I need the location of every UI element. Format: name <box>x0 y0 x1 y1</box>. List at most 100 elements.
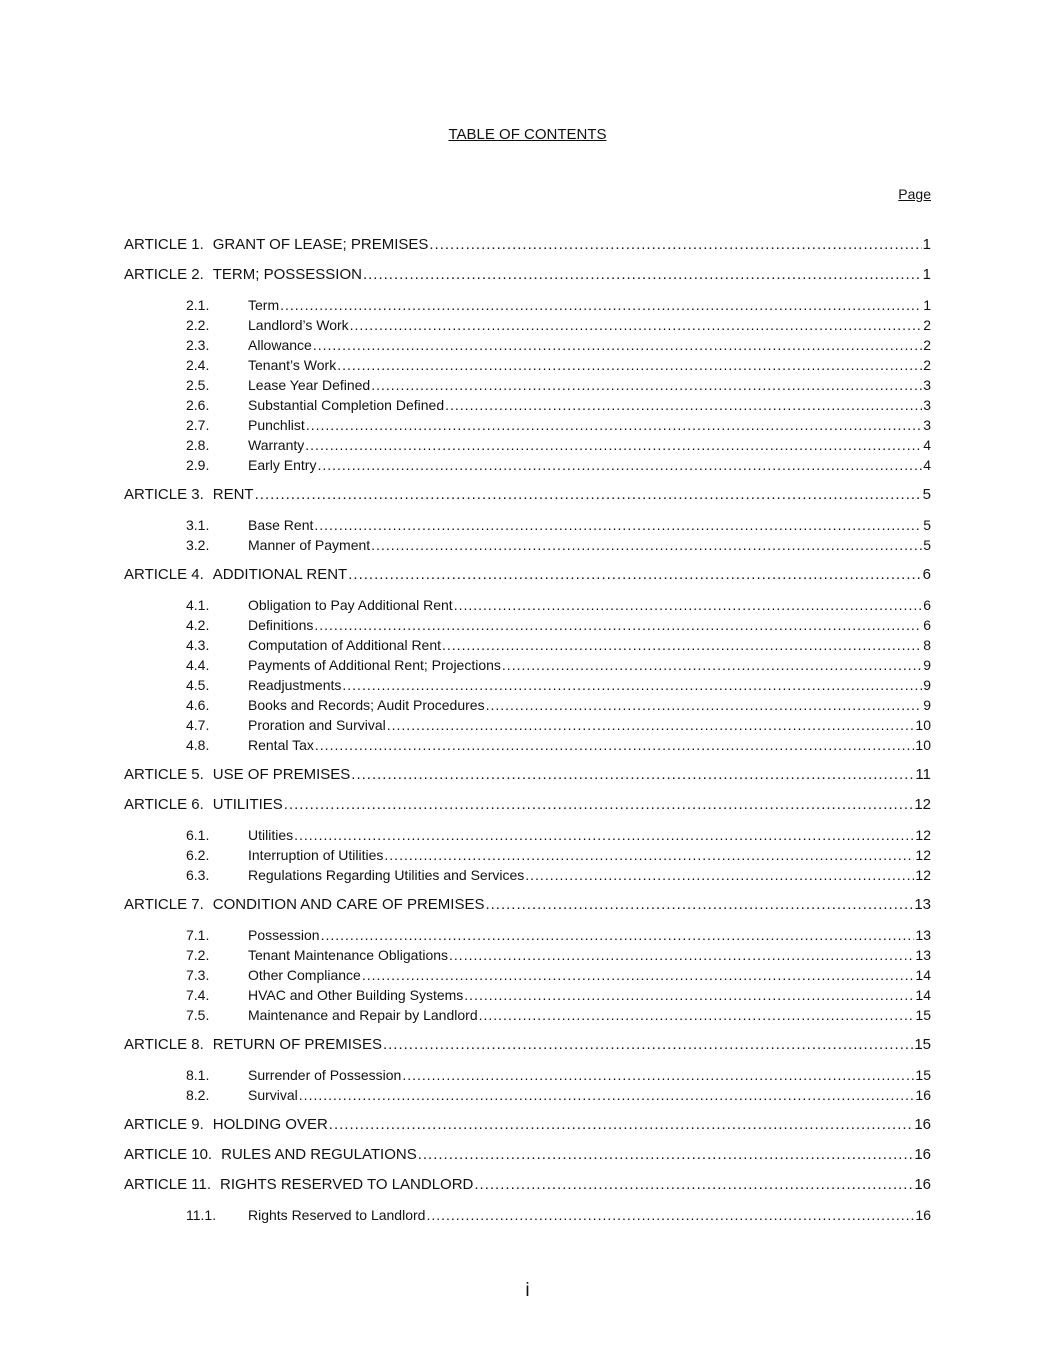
entry-page: 9 <box>923 657 931 673</box>
entry-number: 6.1. <box>186 827 210 843</box>
toc-article-entry[interactable]: ARTICLE 6. UTILITIES 12 <box>124 795 931 815</box>
toc-section-entry[interactable]: 3.2. Manner of Payment 5 <box>124 535 931 555</box>
entry-number: 2.3. <box>186 337 210 353</box>
entry-page: 16 <box>914 1176 931 1193</box>
page-column-header: Page <box>898 186 931 202</box>
entry-number: 2.2. <box>186 317 210 333</box>
toc-section-entry[interactable]: 2.3. Allowance 2 <box>124 335 931 355</box>
entry-number: 7.5. <box>186 1007 210 1023</box>
toc-article-entry[interactable]: ARTICLE 7. CONDITION AND CARE OF PREMISES… <box>124 895 931 915</box>
entry-title: HOLDING OVER <box>212 1116 328 1133</box>
entry-number: 4.7. <box>186 717 210 733</box>
entry-number: ARTICLE 10. <box>124 1146 213 1163</box>
toc-section-entry[interactable]: 3.1. Base Rent 5 <box>124 515 931 535</box>
entry-title: Regulations Regarding Utilities and Serv… <box>248 867 525 883</box>
entry-title: Interruption of Utilities <box>248 847 384 863</box>
entry-number: ARTICLE 4. <box>124 566 204 583</box>
entry-page: 10 <box>915 737 931 753</box>
entry-title: Substantial Completion Defined <box>248 397 445 413</box>
dot-leader <box>502 655 922 675</box>
dot-leader <box>314 615 922 635</box>
entry-page: 12 <box>915 847 931 863</box>
entry-title: Lease Year Defined <box>248 377 371 393</box>
toc-section-entry[interactable]: 2.6. Substantial Completion Defined 3 <box>124 395 931 415</box>
toc-article-entry[interactable]: ARTICLE 2. TERM; POSSESSION 1 <box>124 265 931 285</box>
toc-article-entry[interactable]: ARTICLE 4. ADDITIONAL RENT 6 <box>124 565 931 585</box>
entry-page: 16 <box>915 1207 931 1223</box>
toc-section-entry[interactable]: 2.8. Warranty 4 <box>124 435 931 455</box>
dot-leader <box>350 315 923 335</box>
entry-page: 1 <box>923 297 931 313</box>
entry-number: ARTICLE 6. <box>124 796 204 813</box>
entry-number: 7.3. <box>186 967 210 983</box>
toc-section-entry[interactable]: 2.7. Punchlist 3 <box>124 415 931 435</box>
toc-section-entry[interactable]: 4.1. Obligation to Pay Additional Rent 6 <box>124 595 931 615</box>
toc-section-entry[interactable]: 11.1. Rights Reserved to Landlord 16 <box>124 1205 931 1225</box>
entry-title: Proration and Survival <box>248 717 386 733</box>
toc-article-entry[interactable]: ARTICLE 11. RIGHTS RESERVED TO LANDLORD 16 <box>124 1175 931 1195</box>
toc-article-entry[interactable]: ARTICLE 8. RETURN OF PREMISES 15 <box>124 1035 931 1055</box>
dot-leader <box>384 845 914 865</box>
toc-section-entry[interactable]: 2.4. Tenant’s Work 2 <box>124 355 931 375</box>
dot-leader <box>525 865 914 885</box>
toc-article-entry[interactable]: ARTICLE 5. USE OF PREMISES 11 <box>124 765 931 785</box>
entry-title: Early Entry <box>248 457 317 473</box>
entry-title: CONDITION AND CARE OF PREMISES <box>212 896 485 913</box>
entry-title: RENT <box>212 486 254 503</box>
entry-page: 4 <box>923 457 931 473</box>
entry-number: 2.5. <box>186 377 210 393</box>
toc-section-entry[interactable]: 4.7. Proration and Survival 10 <box>124 715 931 735</box>
toc-section-entry[interactable]: 6.2. Interruption of Utilities 12 <box>124 845 931 865</box>
toc-section-entry[interactable]: 4.3. Computation of Additional Rent 8 <box>124 635 931 655</box>
toc-article-entry[interactable]: ARTICLE 10. RULES AND REGULATIONS 16 <box>124 1145 931 1165</box>
toc-section-entry[interactable]: 6.1. Utilities 12 <box>124 825 931 845</box>
toc-section-entry[interactable]: 4.2. Definitions 6 <box>124 615 931 635</box>
dot-leader <box>299 1085 915 1105</box>
entry-page: 6 <box>923 597 931 613</box>
toc-section-entry[interactable]: 2.9. Early Entry 4 <box>124 455 931 475</box>
entry-number: ARTICLE 9. <box>124 1116 204 1133</box>
entry-number: 2.4. <box>186 357 210 373</box>
entry-title: Other Compliance <box>248 967 361 983</box>
entry-number: 4.5. <box>186 677 210 693</box>
dot-leader <box>363 265 922 285</box>
entry-title: Possession <box>248 927 320 943</box>
entry-number: 8.2. <box>186 1087 210 1103</box>
entry-number: 11.1. <box>186 1207 217 1223</box>
entry-title: Books and Records; Audit Procedures <box>248 697 485 713</box>
toc-section-entry[interactable]: 6.3. Regulations Regarding Utilities and … <box>124 865 931 885</box>
toc-article-entry[interactable]: ARTICLE 1. GRANT OF LEASE; PREMISES 1 <box>124 235 931 255</box>
toc-section-entry[interactable]: 8.2. Survival 16 <box>124 1085 931 1105</box>
dot-leader <box>479 1005 915 1025</box>
toc-section-entry[interactable]: 7.5. Maintenance and Repair by Landlord 15 <box>124 1005 931 1025</box>
dot-leader <box>280 295 922 315</box>
entry-title: RIGHTS RESERVED TO LANDLORD <box>219 1176 474 1193</box>
toc-section-entry[interactable]: 4.6. Books and Records; Audit Procedures 9 <box>124 695 931 715</box>
dot-leader <box>362 965 915 985</box>
toc-section-entry[interactable]: 4.4. Payments of Additional Rent; Project… <box>124 655 931 675</box>
toc-section-entry[interactable]: 7.3. Other Compliance 14 <box>124 965 931 985</box>
toc-section-entry[interactable]: 4.8. Rental Tax 10 <box>124 735 931 755</box>
entry-page: 16 <box>915 1087 931 1103</box>
entry-number: 4.3. <box>186 637 210 653</box>
entry-title: RULES AND REGULATIONS <box>221 1146 417 1163</box>
toc-section-entry[interactable]: 7.4. HVAC and Other Building Systems 14 <box>124 985 931 1005</box>
entry-title: Tenant’s Work <box>248 357 337 373</box>
toc-article-entry[interactable]: ARTICLE 9. HOLDING OVER 16 <box>124 1115 931 1135</box>
dot-leader <box>486 695 923 715</box>
entry-title: Definitions <box>248 617 314 633</box>
toc-section-entry[interactable]: 4.5. Readjustments 9 <box>124 675 931 695</box>
entry-number: ARTICLE 1. <box>124 236 204 253</box>
dot-leader <box>429 235 921 255</box>
toc-section-entry[interactable]: 2.1. Term 1 <box>124 295 931 315</box>
entry-title: ADDITIONAL RENT <box>212 566 348 583</box>
toc-section-entry[interactable]: 2.2. Landlord’s Work 2 <box>124 315 931 335</box>
toc-section-entry[interactable]: 7.1. Possession 13 <box>124 925 931 945</box>
dot-leader <box>387 715 915 735</box>
entry-page: 15 <box>915 1007 931 1023</box>
toc-article-entry[interactable]: ARTICLE 3. RENT 5 <box>124 485 931 505</box>
toc-section-entry[interactable]: 2.5. Lease Year Defined 3 <box>124 375 931 395</box>
toc-section-entry[interactable]: 7.2. Tenant Maintenance Obligations 13 <box>124 945 931 965</box>
toc-section-entry[interactable]: 8.1. Surrender of Possession 15 <box>124 1065 931 1085</box>
entry-title: GRANT OF LEASE; PREMISES <box>212 236 429 253</box>
